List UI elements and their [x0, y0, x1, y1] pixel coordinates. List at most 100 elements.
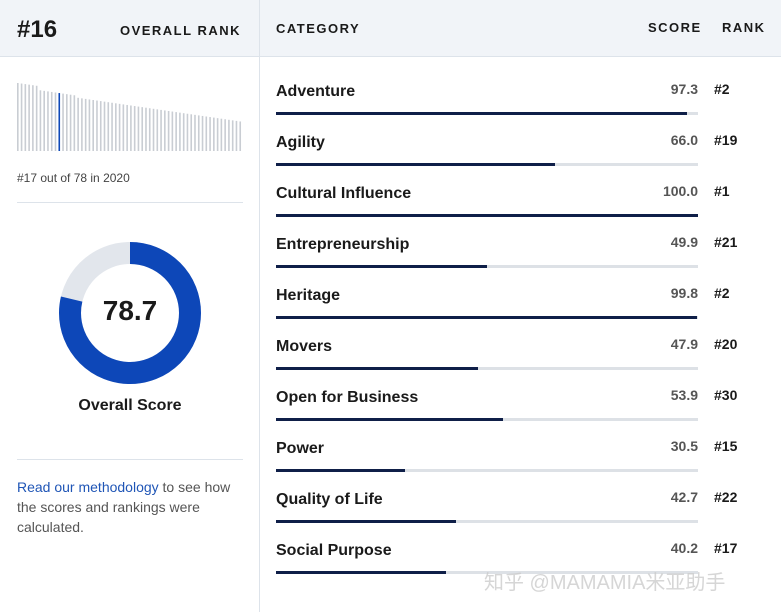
rank-bar	[17, 83, 19, 151]
rank-bar	[77, 97, 79, 151]
rank-bar	[62, 93, 64, 151]
category-row: Cultural Influence 100.0 #1	[276, 159, 781, 217]
rank-bar	[35, 85, 38, 151]
rank-bar	[88, 99, 91, 151]
rank-bar	[39, 90, 42, 151]
score-bar-fill	[276, 214, 698, 217]
rank-bar	[47, 91, 49, 151]
rank-bar	[231, 120, 234, 151]
rank-bar	[50, 91, 53, 151]
score-bar-track	[276, 367, 698, 370]
category-rank: #19	[714, 132, 738, 148]
rank-bar	[186, 113, 189, 151]
category-score: 42.7	[670, 489, 698, 505]
score-bar-track	[276, 418, 698, 421]
score-bar-fill	[276, 112, 687, 115]
category-name: Heritage	[276, 287, 341, 304]
score-bar-track	[276, 571, 698, 574]
category-rank: #17	[714, 540, 738, 556]
category-name: Entrepreneurship	[276, 236, 410, 253]
score-bar-fill	[276, 316, 698, 319]
category-score: 47.9	[670, 336, 698, 352]
category-name: Open for Business	[276, 389, 419, 406]
rank-bar	[228, 119, 230, 151]
donut-score-arc	[59, 242, 201, 384]
rank-bar	[20, 83, 23, 151]
score-bar-track	[276, 316, 698, 319]
rank-bar	[54, 92, 57, 151]
score-bar-fill	[276, 418, 504, 421]
score-bar-fill	[276, 520, 457, 523]
rank-bar	[156, 109, 159, 151]
category-name: Quality of Life	[276, 491, 383, 508]
score-bar-track	[276, 265, 698, 268]
rank-bar	[32, 85, 34, 151]
score-bar-track	[276, 520, 698, 523]
score-bar-fill	[276, 367, 479, 370]
category-row: Adventure 97.3 #2	[276, 57, 781, 115]
category-rank: #2	[714, 81, 730, 97]
category-row: Movers 47.9 #20	[276, 312, 781, 370]
rank-bar	[84, 98, 87, 151]
score-bar-track	[276, 163, 698, 166]
rank-bar	[115, 103, 117, 151]
overall-score-label: Overall Score	[78, 397, 182, 414]
rank-bar	[167, 111, 170, 151]
rank-bar	[164, 110, 166, 151]
rank-bar	[99, 101, 102, 151]
category-score: 30.5	[670, 438, 698, 454]
rank-bar	[28, 84, 30, 151]
score-bar-fill	[276, 265, 487, 268]
rank-bar	[239, 121, 242, 151]
category-row: Quality of Life 42.7 #22	[276, 465, 781, 523]
category-name: Social Purpose	[276, 542, 392, 559]
watermark: 知乎 @MAMAMIA米亚助手	[484, 572, 726, 594]
highlighted-rank-bar	[58, 93, 61, 151]
rank-bar	[43, 90, 45, 151]
rank-bar	[190, 114, 193, 151]
category-score: 100.0	[662, 183, 698, 199]
ranking-distribution-chart	[17, 83, 242, 151]
overall-score-donut	[59, 242, 201, 384]
category-row: Heritage 99.8 #2	[276, 261, 781, 319]
score-bar-fill	[276, 163, 555, 166]
category-score: 97.3	[670, 81, 698, 97]
category-rank: #21	[714, 234, 738, 250]
category-name: Cultural Influence	[276, 185, 412, 202]
category-row: Agility 66.0 #19	[276, 108, 781, 166]
category-name: Movers	[276, 338, 333, 355]
methodology-link[interactable]: Read our methodology	[17, 479, 159, 495]
rank-bar	[81, 98, 83, 151]
category-score: 40.2	[670, 540, 698, 556]
rank-bar	[216, 118, 219, 151]
rank-bar	[224, 119, 226, 151]
rank-bar	[171, 111, 174, 151]
rank-bar	[175, 112, 177, 151]
rank-bar	[235, 120, 238, 151]
previous-rank-caption: #17 out of 78 in 2020	[17, 171, 130, 185]
rank-bar	[197, 115, 200, 151]
rank-bar	[220, 118, 223, 151]
category-list: Adventure 97.3 #2 Agility 66.0 #19 Cultural In…	[276, 57, 781, 574]
rank-bar	[69, 94, 72, 151]
summary-panel: #17 out of 78 in 2020 78.7 Overall Score…	[0, 57, 260, 612]
category-rank: #30	[714, 387, 738, 403]
rank-bar	[209, 117, 211, 151]
table-header: CATEGORY SCORE RANK	[260, 0, 781, 57]
rank-bar	[179, 112, 181, 151]
rank-bar	[122, 104, 125, 151]
score-bar-fill	[276, 469, 405, 472]
rank-bar	[145, 107, 147, 151]
rank-bar	[96, 100, 98, 151]
category-row: Power 30.5 #15	[276, 414, 781, 472]
overall-rank-label: OVERALL RANK	[119, 23, 241, 38]
rank-bar	[24, 84, 27, 151]
rank-bar	[66, 94, 68, 151]
divider	[17, 459, 243, 460]
rank-bar	[152, 108, 155, 151]
rank-bar	[103, 101, 106, 151]
methodology-text: to see how the scores and rankings were …	[17, 479, 231, 535]
category-rank: #15	[714, 438, 738, 454]
column-header-category: CATEGORY	[276, 21, 361, 36]
score-bar-track	[276, 469, 698, 472]
